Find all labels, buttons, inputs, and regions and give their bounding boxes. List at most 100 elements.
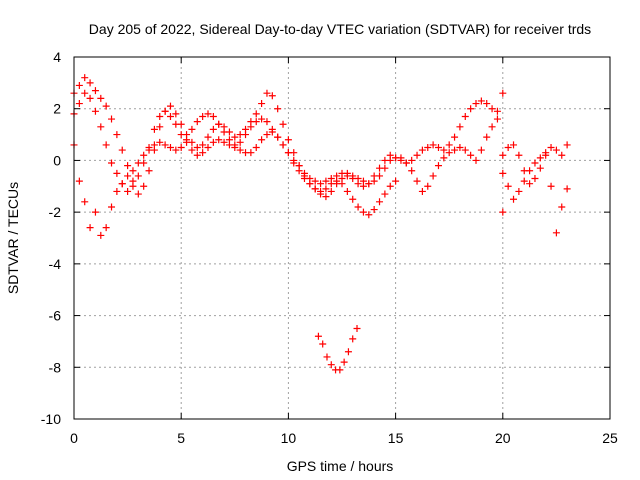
data-point [145, 167, 153, 175]
data-point [547, 144, 555, 151]
data-point [477, 146, 485, 154]
data-point [199, 112, 207, 120]
data-point [124, 172, 132, 180]
data-point [86, 94, 94, 102]
data-point [97, 94, 105, 102]
data-point [204, 144, 212, 151]
data-point [354, 203, 362, 211]
data-point [97, 123, 105, 131]
data-point [467, 151, 475, 159]
data-point [392, 177, 400, 185]
data-point [456, 144, 464, 151]
data-point [209, 138, 217, 146]
data-point [563, 141, 571, 149]
data-point [113, 169, 121, 177]
data-point [145, 146, 153, 154]
data-point [75, 177, 83, 185]
data-point [408, 167, 416, 175]
data-point [323, 353, 331, 361]
grid-lines [74, 57, 610, 419]
data-point [336, 366, 344, 374]
data-point [193, 118, 201, 126]
y-tick-label: -8 [49, 359, 62, 375]
x-tick-label: 15 [388, 430, 404, 446]
x-tick-label: 5 [177, 430, 185, 446]
data-point [343, 169, 351, 177]
y-tick-label: 2 [53, 101, 61, 117]
data-point [429, 172, 437, 180]
data-point [156, 138, 164, 146]
data-point [75, 81, 83, 89]
data-point [536, 164, 544, 172]
data-point [440, 154, 448, 162]
data-point [91, 87, 99, 95]
data-point [172, 110, 180, 118]
plot-frame [73, 56, 611, 420]
data-point [381, 190, 389, 198]
data-point [563, 185, 571, 193]
data-point [166, 102, 174, 110]
data-point [424, 144, 432, 151]
data-point [129, 182, 137, 190]
data-point [327, 175, 335, 183]
data-point [376, 172, 384, 180]
data-point [134, 190, 142, 198]
data-point [461, 112, 469, 120]
data-point [327, 361, 335, 369]
data-point [209, 125, 217, 133]
data-point [263, 118, 271, 126]
data-point [161, 107, 169, 115]
data-point [306, 175, 314, 183]
data-point [284, 136, 292, 144]
data-point [263, 89, 271, 97]
data-point [81, 89, 89, 97]
data-point [204, 133, 212, 141]
data-point [370, 206, 378, 214]
y-tick-label: -2 [49, 204, 62, 220]
data-point [258, 115, 266, 123]
data-point [510, 195, 518, 203]
data-point [531, 175, 539, 183]
data-point [166, 112, 174, 120]
data-point [252, 118, 260, 126]
data-point [386, 182, 394, 190]
data-point [515, 151, 523, 159]
data-point [236, 138, 244, 146]
data-point [247, 123, 255, 131]
data-point [86, 224, 94, 232]
data-point [258, 136, 266, 144]
data-point [156, 112, 164, 120]
data-point [140, 151, 148, 159]
data-point [552, 229, 560, 237]
data-point [81, 198, 89, 206]
data-point [231, 133, 239, 141]
data-point [279, 120, 287, 128]
data-point [97, 231, 105, 239]
y-tick-label: -6 [49, 308, 62, 324]
data-point [75, 100, 83, 108]
y-tick-label: 0 [53, 152, 61, 168]
data-point [274, 133, 282, 141]
data-point [472, 156, 480, 164]
data-point [434, 162, 442, 170]
data-point [327, 187, 335, 195]
data-point [220, 138, 228, 146]
data-point [209, 112, 217, 120]
data-points [70, 74, 571, 374]
data-point [359, 208, 367, 216]
data-point [333, 172, 341, 180]
data-point [493, 115, 501, 123]
data-point [408, 156, 416, 164]
y-tick-label: -4 [49, 256, 62, 272]
data-point [215, 136, 223, 144]
data-point [413, 151, 421, 159]
data-point [300, 169, 308, 177]
data-point [242, 131, 250, 139]
data-point [510, 141, 518, 149]
data-point [344, 348, 352, 356]
data-point [172, 120, 180, 128]
data-point [467, 105, 475, 113]
data-point [340, 358, 348, 366]
data-point [91, 107, 99, 115]
